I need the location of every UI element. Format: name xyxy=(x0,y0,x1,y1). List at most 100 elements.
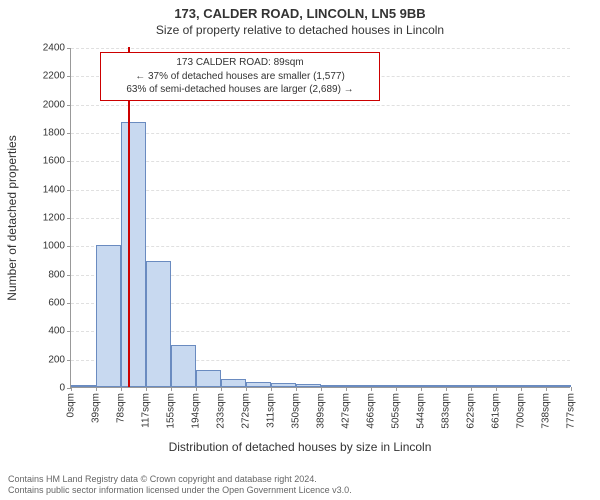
ytick-label: 200 xyxy=(48,354,65,365)
xtick-label: 466sqm xyxy=(366,393,377,429)
histogram-bar xyxy=(96,245,121,387)
x-axis-label: Distribution of detached houses by size … xyxy=(0,440,600,454)
annotation-box: 173 CALDER ROAD: 89sqm ← 37% of detached… xyxy=(100,52,380,101)
xtick-mark xyxy=(296,387,297,391)
xtick-label: 194sqm xyxy=(191,393,202,429)
xtick-mark xyxy=(96,387,97,391)
xtick-label: 39sqm xyxy=(91,393,102,423)
xtick-label: 427sqm xyxy=(341,393,352,429)
ytick-label: 1200 xyxy=(43,213,65,224)
xtick-mark xyxy=(321,387,322,391)
histogram-bar xyxy=(396,385,421,387)
xtick-mark xyxy=(121,387,122,391)
annotation-line-3: 63% of semi-detached houses are larger (… xyxy=(107,83,373,97)
xtick-label: 544sqm xyxy=(416,393,427,429)
histogram-bar xyxy=(546,385,571,387)
ytick-mark xyxy=(67,48,71,49)
xtick-mark xyxy=(421,387,422,391)
ytick-mark xyxy=(67,360,71,361)
ytick-mark xyxy=(67,133,71,134)
ytick-label: 1400 xyxy=(43,184,65,195)
histogram-bar xyxy=(346,385,371,387)
xtick-mark xyxy=(71,387,72,391)
histogram-bar xyxy=(496,385,521,387)
xtick-mark xyxy=(521,387,522,391)
ytick-mark xyxy=(67,190,71,191)
xtick-label: 661sqm xyxy=(491,393,502,429)
ytick-mark xyxy=(67,303,71,304)
footer: Contains HM Land Registry data © Crown c… xyxy=(0,474,600,497)
xtick-mark xyxy=(196,387,197,391)
footer-line-1: Contains HM Land Registry data © Crown c… xyxy=(8,474,592,485)
page-title: 173, CALDER ROAD, LINCOLN, LN5 9BB xyxy=(0,0,600,21)
histogram-bar xyxy=(246,382,271,387)
xtick-mark xyxy=(371,387,372,391)
histogram-bar xyxy=(321,385,346,387)
xtick-mark xyxy=(496,387,497,391)
ytick-label: 0 xyxy=(59,383,65,394)
xtick-label: 738sqm xyxy=(541,393,552,429)
ytick-label: 600 xyxy=(48,298,65,309)
xtick-label: 311sqm xyxy=(266,393,277,428)
xtick-mark xyxy=(171,387,172,391)
ytick-label: 400 xyxy=(48,326,65,337)
ytick-mark xyxy=(67,275,71,276)
xtick-label: 0sqm xyxy=(66,393,77,417)
ytick-mark xyxy=(67,331,71,332)
page-subtitle: Size of property relative to detached ho… xyxy=(0,21,600,37)
xtick-mark xyxy=(246,387,247,391)
ytick-label: 1800 xyxy=(43,128,65,139)
histogram-bar xyxy=(71,385,96,387)
ytick-label: 1600 xyxy=(43,156,65,167)
xtick-mark xyxy=(346,387,347,391)
histogram-bar xyxy=(196,370,221,387)
xtick-label: 505sqm xyxy=(391,393,402,429)
xtick-label: 777sqm xyxy=(566,393,577,429)
ytick-label: 2400 xyxy=(43,43,65,54)
histogram-bar xyxy=(221,379,246,388)
histogram-bar xyxy=(146,261,171,387)
xtick-label: 78sqm xyxy=(116,393,127,423)
xtick-mark xyxy=(396,387,397,391)
ytick-label: 800 xyxy=(48,269,65,280)
ytick-label: 1000 xyxy=(43,241,65,252)
histogram-bar xyxy=(121,122,146,387)
xtick-mark xyxy=(446,387,447,391)
footer-line-2: Contains public sector information licen… xyxy=(8,485,592,496)
xtick-mark xyxy=(546,387,547,391)
histogram-bar xyxy=(296,384,321,387)
xtick-mark xyxy=(571,387,572,391)
xtick-label: 233sqm xyxy=(216,393,227,429)
xtick-label: 350sqm xyxy=(291,393,302,429)
ytick-mark xyxy=(67,246,71,247)
xtick-mark xyxy=(221,387,222,391)
histogram-bar xyxy=(171,345,196,388)
xtick-mark xyxy=(471,387,472,391)
xtick-label: 272sqm xyxy=(241,393,252,429)
histogram-bar xyxy=(446,385,471,387)
xtick-label: 622sqm xyxy=(466,393,477,429)
ytick-mark xyxy=(67,105,71,106)
xtick-label: 117sqm xyxy=(141,393,152,428)
histogram-bar xyxy=(521,385,546,387)
ytick-mark xyxy=(67,161,71,162)
histogram-bar xyxy=(421,385,446,387)
ytick-label: 2200 xyxy=(43,71,65,82)
y-axis-label: Number of detached properties xyxy=(5,135,19,300)
annotation-line-1: 173 CALDER ROAD: 89sqm xyxy=(107,56,373,70)
gridline xyxy=(71,105,570,106)
histogram-bar xyxy=(271,383,296,387)
gridline xyxy=(71,48,570,49)
ytick-label: 2000 xyxy=(43,99,65,110)
xtick-mark xyxy=(271,387,272,391)
xtick-mark xyxy=(146,387,147,391)
xtick-label: 155sqm xyxy=(166,393,177,429)
annotation-line-2: ← 37% of detached houses are smaller (1,… xyxy=(107,70,373,84)
ytick-mark xyxy=(67,76,71,77)
histogram-bar xyxy=(471,385,496,387)
histogram-bar xyxy=(371,385,396,387)
xtick-label: 389sqm xyxy=(316,393,327,429)
xtick-label: 700sqm xyxy=(516,393,527,429)
histogram-plot: 0200400600800100012001400160018002000220… xyxy=(70,48,570,388)
ytick-mark xyxy=(67,218,71,219)
